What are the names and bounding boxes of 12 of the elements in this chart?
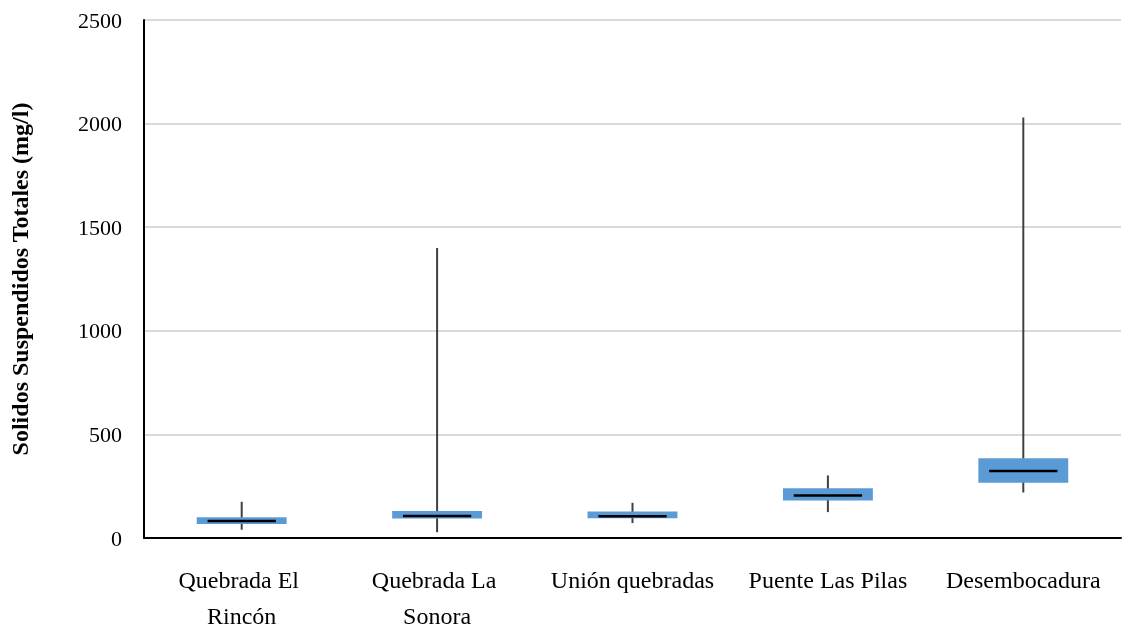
y-tick-label: 1000 (78, 318, 122, 344)
x-tick-label: Quebrada La Sonora (371, 567, 503, 629)
y-tick-label: 2000 (78, 111, 122, 137)
y-tick-label: 500 (89, 421, 122, 447)
y-tick-label: 0 (111, 525, 122, 551)
y-tick-label: 1500 (78, 214, 122, 240)
y-axis-title: Solidos Suspendidos Totales (mg/l) (7, 102, 33, 456)
x-tick-label: Unión quebradas (550, 567, 715, 593)
y-tick-label: 2500 (78, 7, 122, 33)
x-tick-label: Desembocadura (946, 567, 1101, 593)
x-tick-label: Quebrada El Rincón (178, 567, 305, 629)
x-tick-label: Puente Las Pilas (748, 567, 908, 593)
